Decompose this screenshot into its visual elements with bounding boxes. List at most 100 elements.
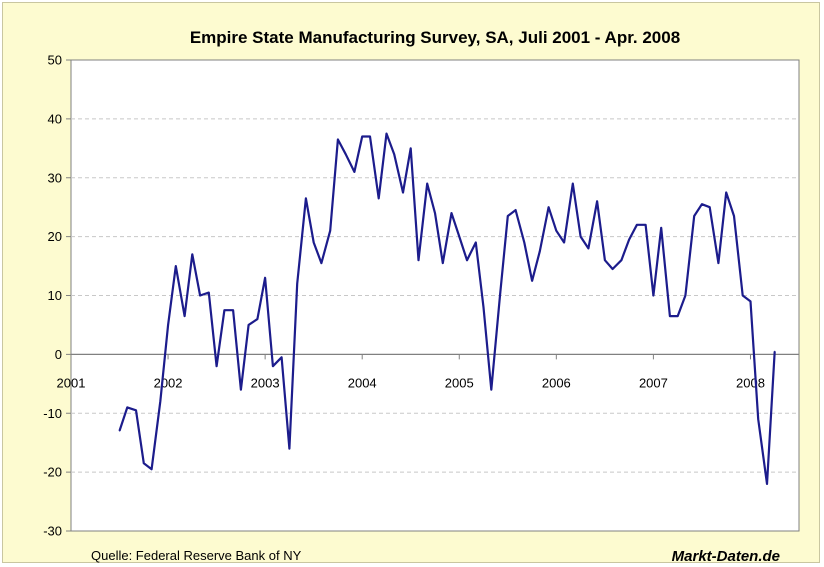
data-point <box>175 265 177 267</box>
data-point <box>256 318 258 320</box>
data-point <box>596 200 598 202</box>
data-point <box>490 389 492 391</box>
data-point <box>628 239 630 241</box>
data-point <box>208 292 210 294</box>
data-point <box>733 215 735 217</box>
data-point <box>199 294 201 297</box>
data-point <box>766 483 768 485</box>
data-point <box>709 206 711 208</box>
data-point <box>151 468 153 470</box>
data-point <box>184 315 186 317</box>
y-tick-label: 20 <box>48 229 62 244</box>
data-point <box>191 253 193 255</box>
data-point <box>369 135 371 138</box>
data-point <box>620 259 623 261</box>
x-tick-label: 2005 <box>445 375 474 390</box>
gridlines <box>71 118 799 473</box>
data-point <box>701 203 703 205</box>
x-tick-label: 2001 <box>57 375 86 390</box>
data-point <box>353 171 355 173</box>
data-point <box>410 147 412 149</box>
data-point <box>604 259 606 261</box>
data-point <box>329 230 331 232</box>
y-tick-label: 40 <box>48 111 62 126</box>
data-point <box>345 153 347 155</box>
data-point <box>223 309 225 311</box>
data-point <box>288 448 290 450</box>
series-line <box>118 132 776 485</box>
y-tick-label: -30 <box>43 524 62 539</box>
data-point <box>426 183 428 185</box>
brand-label: Markt-Daten.de <box>672 548 780 565</box>
data-point <box>539 250 541 252</box>
y-tick-label: -20 <box>43 465 62 480</box>
x-tick-label: 2002 <box>154 375 183 390</box>
data-point <box>417 259 420 261</box>
data-point <box>143 462 145 464</box>
data-point <box>281 356 283 358</box>
data-point <box>515 209 517 211</box>
data-point <box>482 306 485 308</box>
data-point <box>167 324 169 326</box>
series-group <box>118 132 776 485</box>
data-point <box>677 315 679 317</box>
data-point <box>466 259 468 261</box>
data-point <box>757 418 759 420</box>
data-point <box>645 224 647 226</box>
data-point <box>313 241 315 244</box>
data-point <box>402 191 404 194</box>
y-tick-label: 10 <box>48 288 62 303</box>
data-point <box>523 241 525 244</box>
data-point <box>499 294 501 297</box>
x-tick-label: 2004 <box>348 375 377 390</box>
data-point <box>612 268 614 270</box>
data-point <box>264 277 266 279</box>
data-point <box>725 191 727 194</box>
data-point <box>563 241 565 244</box>
data-point <box>669 315 671 317</box>
data-point <box>320 262 322 264</box>
data-point <box>693 215 695 217</box>
data-point <box>442 262 444 264</box>
data-point <box>507 215 509 217</box>
data-point <box>774 350 776 352</box>
y-tick-label: 50 <box>48 53 62 68</box>
x-tick-label: 2006 <box>542 375 571 390</box>
data-point <box>636 224 638 226</box>
source-note: Quelle: Federal Reserve Bank of NY <box>91 548 302 563</box>
data-point <box>475 241 477 244</box>
data-point <box>216 365 218 367</box>
data-point <box>531 280 533 282</box>
data-point <box>248 324 250 326</box>
data-point <box>548 206 550 208</box>
data-point <box>126 406 128 408</box>
y-tick-label: 0 <box>55 347 62 362</box>
data-point <box>717 262 720 264</box>
data-point <box>742 294 744 297</box>
data-point <box>450 212 453 214</box>
data-point <box>272 365 274 367</box>
data-point <box>159 400 161 403</box>
y-axis: -30 -20 -10 0 10 20 30 40 50 <box>43 53 71 539</box>
data-point <box>118 430 121 432</box>
data-point <box>572 183 574 185</box>
data-point <box>135 409 137 411</box>
x-tick-label: 2003 <box>251 375 280 390</box>
data-point <box>587 247 590 249</box>
data-point <box>434 212 436 214</box>
data-point <box>296 283 298 285</box>
data-point <box>749 300 752 302</box>
x-axis: 2001 2002 2003 2004 2005 2006 2007 2008 <box>57 354 765 390</box>
data-point <box>555 230 557 232</box>
y-tick-label: -10 <box>43 406 62 421</box>
data-point <box>393 153 395 155</box>
data-point <box>684 294 687 297</box>
data-point <box>305 197 307 199</box>
data-point <box>652 294 655 297</box>
data-point <box>232 309 234 311</box>
data-point <box>660 227 662 229</box>
data-point <box>337 138 339 141</box>
x-tick-label: 2007 <box>639 375 668 390</box>
data-point <box>458 236 460 238</box>
data-point <box>361 135 363 138</box>
